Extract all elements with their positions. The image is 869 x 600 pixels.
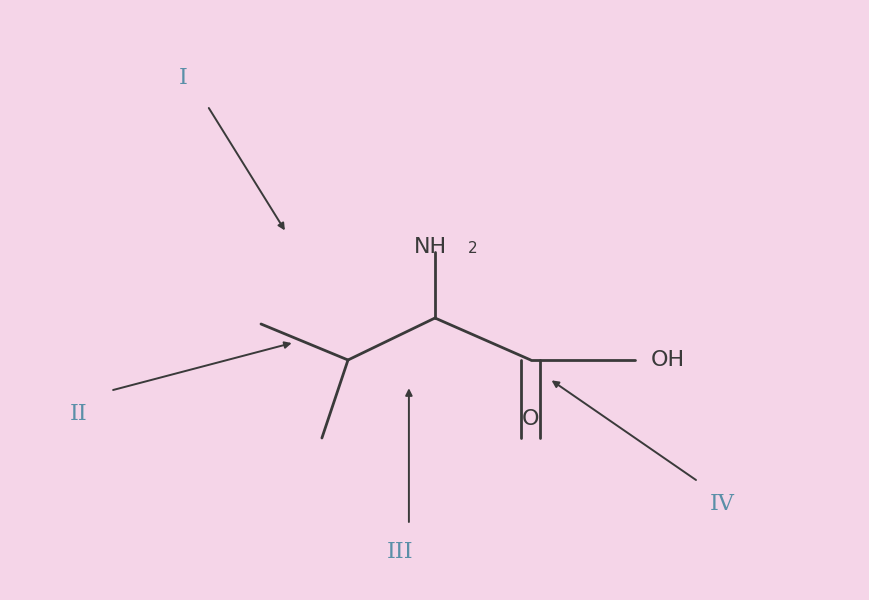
Text: I: I (178, 67, 187, 89)
Text: O: O (521, 409, 539, 429)
Text: III: III (387, 541, 413, 563)
Text: II: II (70, 403, 87, 425)
Text: 2: 2 (468, 241, 477, 256)
Text: IV: IV (709, 493, 733, 515)
Text: NH: NH (414, 237, 447, 257)
Text: OH: OH (650, 350, 684, 370)
